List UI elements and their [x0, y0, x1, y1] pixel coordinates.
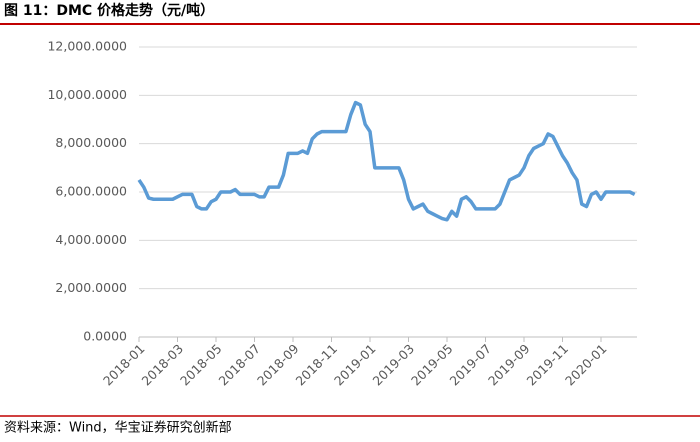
x-tick-label: 2018-03	[139, 341, 187, 389]
x-tick-label: 2018-09	[254, 341, 302, 389]
price-line	[137, 100, 636, 222]
x-tick-label: 2018-05	[177, 341, 225, 389]
y-tick-label: 10,000.0000	[47, 87, 127, 102]
y-tick-label: 2,000.0000	[55, 280, 127, 295]
y-tick-label: 6,000.0000	[55, 184, 127, 199]
x-tick-label: 2019-11	[524, 341, 572, 389]
x-tick-label: 2019-03	[370, 341, 418, 389]
x-tick-label: 2019-01	[331, 341, 379, 389]
x-tick-label: 2019-09	[485, 341, 533, 389]
chart-title: 图 11：DMC 价格走势（元/吨）	[4, 2, 214, 19]
x-tick-label: 2020-01	[562, 341, 610, 389]
x-tick-label: 2019-07	[447, 341, 495, 389]
x-tick-label: 2018-01	[100, 341, 148, 389]
y-tick-label: 8,000.0000	[55, 135, 127, 150]
x-tick-label: 2018-11	[293, 341, 341, 389]
y-tick-label: 4,000.0000	[55, 232, 127, 247]
source-note: 资料来源：Wind，华宝证券研究创新部	[4, 420, 232, 436]
x-tick-label: 2019-05	[408, 341, 456, 389]
x-tick-label: 2018-07	[216, 341, 264, 389]
y-tick-label: 0.0000	[83, 329, 127, 344]
y-tick-label: 12,000.0000	[47, 39, 127, 54]
